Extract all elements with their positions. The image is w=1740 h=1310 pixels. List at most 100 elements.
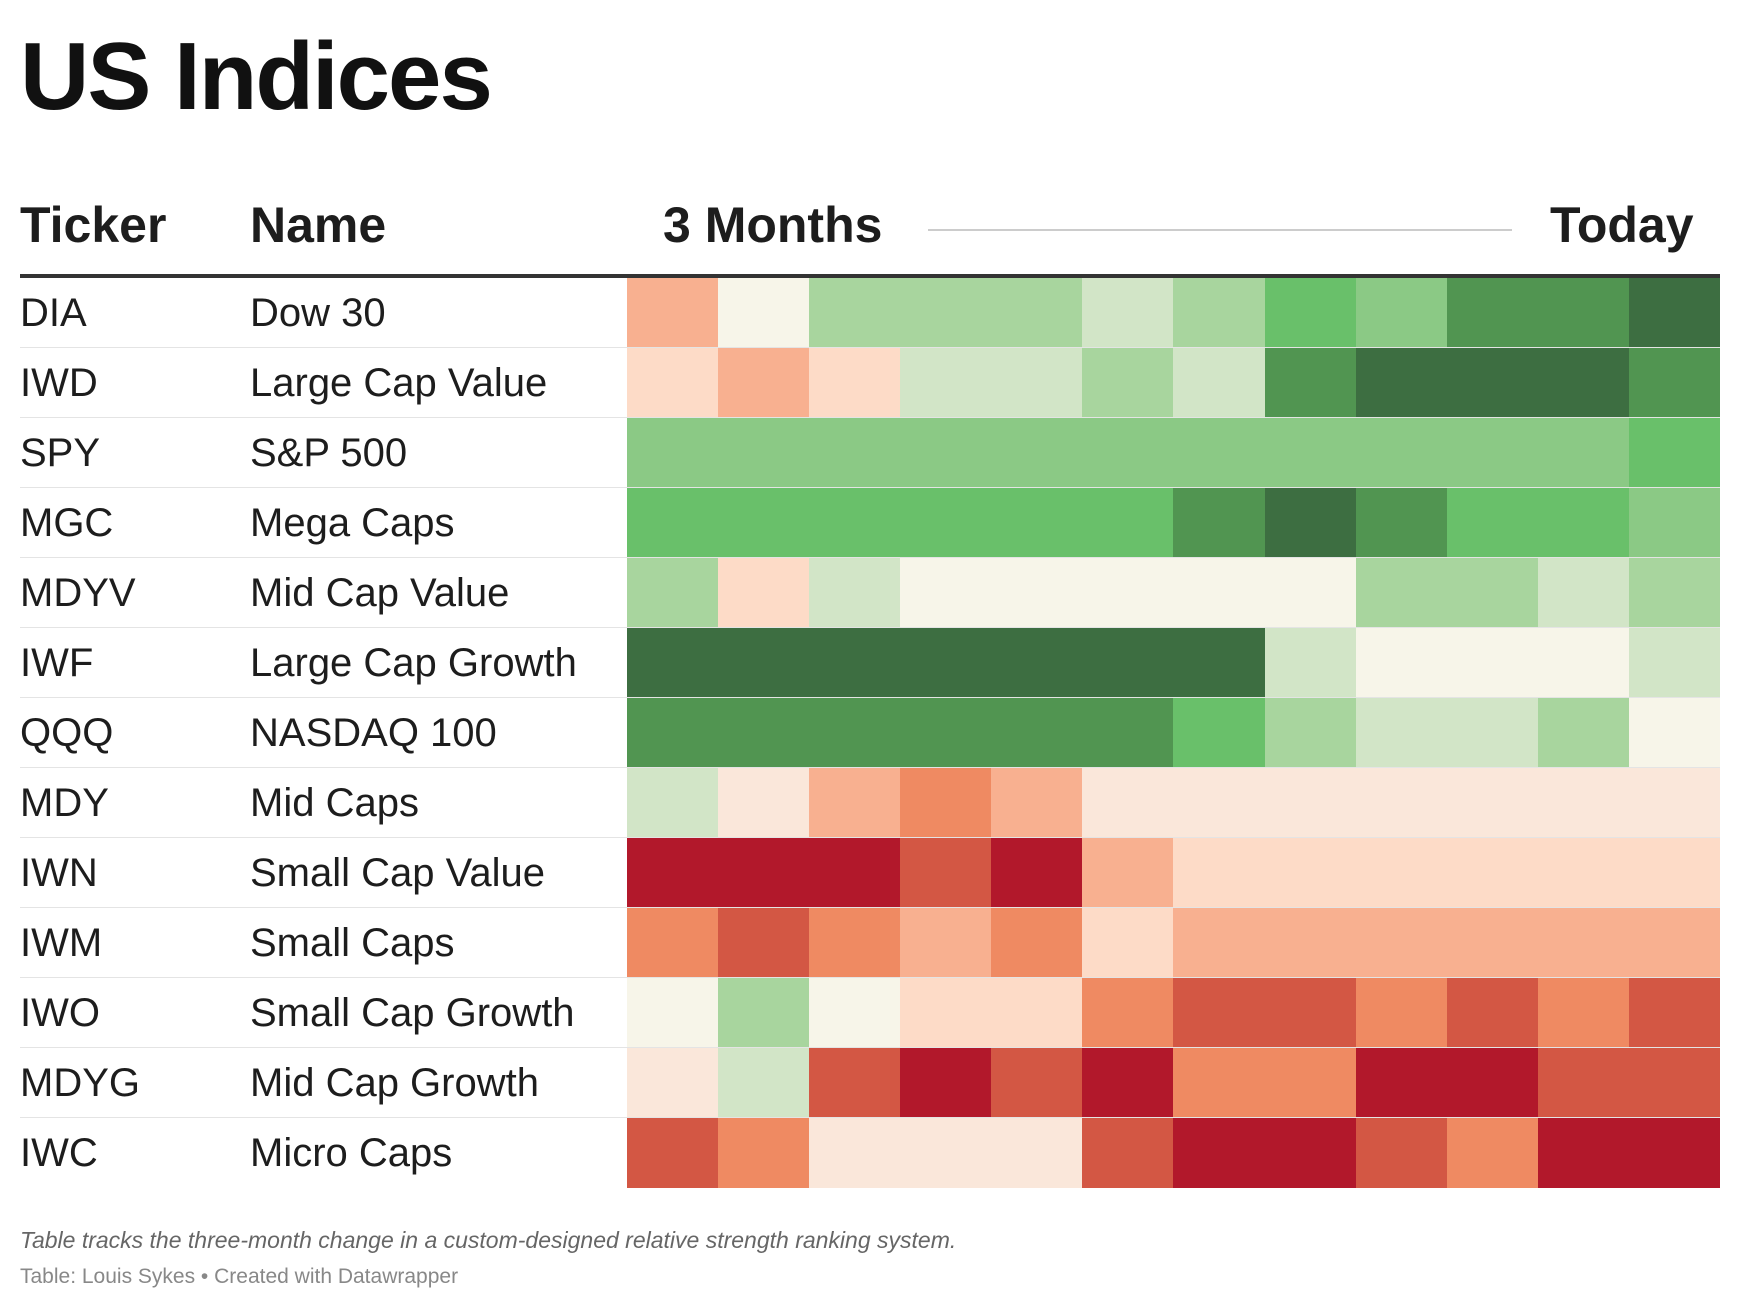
heat-cell [991,838,1083,908]
heat-cell [1173,1048,1265,1118]
timeline-connector-line [928,229,1512,231]
heat-cell [1537,838,1629,908]
heat-cell [1355,278,1447,348]
heat-cell [1628,838,1720,908]
heat-cell [627,768,719,838]
heat-cell [991,488,1083,558]
ticker-cell: SPY [20,431,101,475]
heat-cell [718,1118,810,1188]
heat-cell [1082,978,1174,1048]
heat-cell [900,908,992,978]
heat-cell [900,278,992,348]
start-period-header: 3 Months [663,197,883,253]
table-row: IWD Large Cap Value [20,348,1720,418]
row-divider [20,977,1720,978]
heat-cell [1628,418,1720,488]
heat-cell [1173,978,1265,1048]
heat-cell [1537,1118,1629,1188]
name-cell: S&P 500 [250,431,408,475]
heat-cell [809,978,901,1048]
heat-cell [809,558,901,628]
ticker-cell: IWO [20,991,100,1035]
name-cell: Mid Cap Value [250,571,510,615]
heat-cell [1082,698,1174,768]
heat-cell [1355,978,1447,1048]
end-period-header: Today [1550,197,1694,253]
row-divider [20,627,1720,628]
heat-strip [627,978,1720,1048]
heat-cell [900,418,992,488]
heat-cell [1082,1048,1174,1118]
heat-cell [627,488,719,558]
ticker-cell: QQQ [20,711,114,755]
heat-cell [1264,488,1356,558]
heat-cell [718,768,810,838]
heat-cell [1082,278,1174,348]
heat-cell [809,628,901,698]
heat-cell [1446,1118,1538,1188]
heat-cell [627,418,719,488]
heat-cell [718,348,810,418]
heat-cell [718,908,810,978]
heat-cell [1173,348,1265,418]
heat-cell [991,558,1083,628]
heat-cell [1082,768,1174,838]
heat-cell [1537,348,1629,418]
heat-cell [809,698,901,768]
heat-cell [991,978,1083,1048]
heat-cell [627,628,719,698]
ticker-column-header: Ticker [20,197,167,253]
table-row: QQQ NASDAQ 100 [20,698,1720,768]
heat-cell [718,978,810,1048]
heat-cell [1355,908,1447,978]
heat-cell [1173,558,1265,628]
heat-cell [1264,908,1356,978]
heat-cell [1355,488,1447,558]
name-cell: Mid Caps [250,781,419,825]
heat-cell [627,1118,719,1188]
table-row: IWC Micro Caps [20,1118,1720,1188]
heat-cell [1446,418,1538,488]
heat-cell [1264,768,1356,838]
heat-strip [627,348,1720,418]
heat-cell [1537,278,1629,348]
heat-cell [1082,348,1174,418]
heat-cell [809,418,901,488]
heat-cell [900,348,992,418]
heat-cell [900,978,992,1048]
heat-cell [1537,698,1629,768]
heat-strip [627,1118,1720,1188]
ticker-cell: MGC [20,501,114,545]
heat-cell [627,838,719,908]
ticker-cell: DIA [20,291,87,335]
heat-cell [991,1118,1083,1188]
heat-cell [627,698,719,768]
heat-cell [991,278,1083,348]
heat-cell [1355,628,1447,698]
heat-strip [627,628,1720,698]
ticker-cell: IWC [20,1131,98,1175]
row-divider [20,1047,1720,1048]
heat-cell [1537,1048,1629,1118]
heat-cell [1173,488,1265,558]
heat-cell [1446,1048,1538,1118]
table-row: MDYG Mid Cap Growth [20,1048,1720,1118]
heat-cell [900,628,992,698]
heat-cell [1082,908,1174,978]
heat-cell [1082,1118,1174,1188]
table-row: IWF Large Cap Growth [20,628,1720,698]
heat-cell [1264,698,1356,768]
row-divider [20,417,1720,418]
heat-cell [809,768,901,838]
table-source: Table: Louis Sykes • Created with Datawr… [20,1265,459,1288]
ticker-cell: IWF [20,641,94,685]
name-cell: NASDAQ 100 [250,711,497,755]
table-row: IWO Small Cap Growth [20,978,1720,1048]
heat-cell [1537,558,1629,628]
heat-cell [1173,278,1265,348]
heat-strip [627,908,1720,978]
heat-cell [1355,418,1447,488]
heat-cell [1628,558,1720,628]
heat-cell [809,348,901,418]
heat-cell [1446,768,1538,838]
